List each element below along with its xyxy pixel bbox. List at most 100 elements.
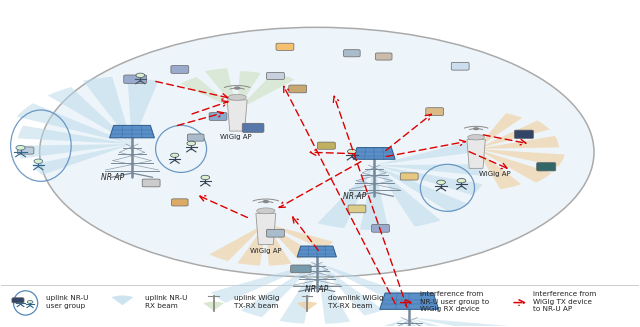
Wedge shape <box>409 318 532 327</box>
Wedge shape <box>360 165 388 230</box>
FancyBboxPatch shape <box>266 72 284 79</box>
Text: downlink WiGig
TX-RX beam: downlink WiGig TX-RX beam <box>328 295 383 309</box>
FancyBboxPatch shape <box>209 112 227 120</box>
FancyBboxPatch shape <box>537 163 556 171</box>
Polygon shape <box>256 213 276 245</box>
Wedge shape <box>374 165 483 195</box>
Wedge shape <box>266 223 291 266</box>
FancyBboxPatch shape <box>515 130 534 139</box>
FancyBboxPatch shape <box>291 265 311 273</box>
Wedge shape <box>180 77 237 110</box>
Circle shape <box>348 149 356 154</box>
Wedge shape <box>17 103 132 144</box>
FancyBboxPatch shape <box>188 134 204 141</box>
Text: NR AP: NR AP <box>344 192 367 201</box>
FancyBboxPatch shape <box>289 85 307 93</box>
FancyBboxPatch shape <box>276 43 294 50</box>
Wedge shape <box>47 87 132 144</box>
FancyBboxPatch shape <box>317 142 335 149</box>
FancyBboxPatch shape <box>376 53 392 60</box>
Wedge shape <box>317 262 383 316</box>
Wedge shape <box>211 262 317 303</box>
Polygon shape <box>380 293 438 309</box>
Polygon shape <box>467 140 485 168</box>
Wedge shape <box>280 262 317 324</box>
FancyBboxPatch shape <box>266 229 284 237</box>
Polygon shape <box>353 147 395 159</box>
Wedge shape <box>266 223 333 250</box>
Ellipse shape <box>40 27 594 277</box>
FancyBboxPatch shape <box>124 75 147 83</box>
Wedge shape <box>83 77 132 144</box>
Ellipse shape <box>257 208 275 214</box>
FancyBboxPatch shape <box>372 224 390 232</box>
Wedge shape <box>237 71 260 110</box>
Wedge shape <box>237 72 294 110</box>
Circle shape <box>436 180 445 184</box>
Wedge shape <box>374 164 483 176</box>
Circle shape <box>201 175 210 180</box>
Circle shape <box>473 127 479 130</box>
Wedge shape <box>476 136 559 149</box>
Circle shape <box>27 301 33 303</box>
Text: uplink WiGig
TX-RX beam: uplink WiGig TX-RX beam <box>234 295 280 309</box>
FancyBboxPatch shape <box>426 108 444 115</box>
Wedge shape <box>205 68 237 110</box>
FancyBboxPatch shape <box>451 62 469 70</box>
Wedge shape <box>409 318 509 327</box>
Wedge shape <box>476 149 564 167</box>
Wedge shape <box>374 165 441 227</box>
Ellipse shape <box>228 95 246 100</box>
Circle shape <box>171 153 179 157</box>
Wedge shape <box>317 262 350 324</box>
FancyBboxPatch shape <box>243 123 264 132</box>
Text: WiGig AP: WiGig AP <box>250 248 282 254</box>
Ellipse shape <box>468 134 484 140</box>
Wedge shape <box>31 144 132 175</box>
Circle shape <box>262 200 269 203</box>
Wedge shape <box>476 120 550 149</box>
Wedge shape <box>374 141 479 165</box>
FancyBboxPatch shape <box>400 173 418 180</box>
Circle shape <box>187 141 196 146</box>
Text: uplink NR-U
user group: uplink NR-U user group <box>46 295 88 309</box>
Text: WiGig AP: WiGig AP <box>220 134 252 140</box>
Circle shape <box>34 159 43 164</box>
FancyBboxPatch shape <box>171 66 189 73</box>
Wedge shape <box>317 318 409 327</box>
Wedge shape <box>241 262 317 317</box>
Circle shape <box>17 299 24 302</box>
Wedge shape <box>374 165 468 213</box>
Wedge shape <box>17 144 132 159</box>
Wedge shape <box>127 79 159 144</box>
Wedge shape <box>476 113 522 149</box>
Polygon shape <box>109 125 154 138</box>
Wedge shape <box>476 149 552 183</box>
Polygon shape <box>227 100 247 131</box>
Polygon shape <box>297 246 337 257</box>
Wedge shape <box>18 126 132 144</box>
FancyBboxPatch shape <box>142 179 160 187</box>
Wedge shape <box>237 223 266 266</box>
Wedge shape <box>317 262 412 304</box>
Wedge shape <box>476 149 521 189</box>
Wedge shape <box>409 318 467 327</box>
Text: NR AP: NR AP <box>305 284 328 294</box>
Wedge shape <box>378 318 412 327</box>
FancyBboxPatch shape <box>17 147 34 154</box>
Text: interference from
NR-U user group to
WiGig RX device: interference from NR-U user group to WiG… <box>420 291 489 312</box>
Wedge shape <box>266 318 409 327</box>
Text: NR AP: NR AP <box>101 173 125 182</box>
Wedge shape <box>111 296 133 305</box>
Wedge shape <box>204 301 224 311</box>
Wedge shape <box>297 301 317 311</box>
Wedge shape <box>209 223 266 261</box>
FancyBboxPatch shape <box>348 205 366 213</box>
FancyBboxPatch shape <box>344 50 360 57</box>
Text: WiGig AP: WiGig AP <box>479 171 511 178</box>
Circle shape <box>136 73 145 77</box>
FancyBboxPatch shape <box>172 199 188 206</box>
Circle shape <box>16 146 25 150</box>
Circle shape <box>234 86 241 90</box>
Wedge shape <box>317 165 374 228</box>
